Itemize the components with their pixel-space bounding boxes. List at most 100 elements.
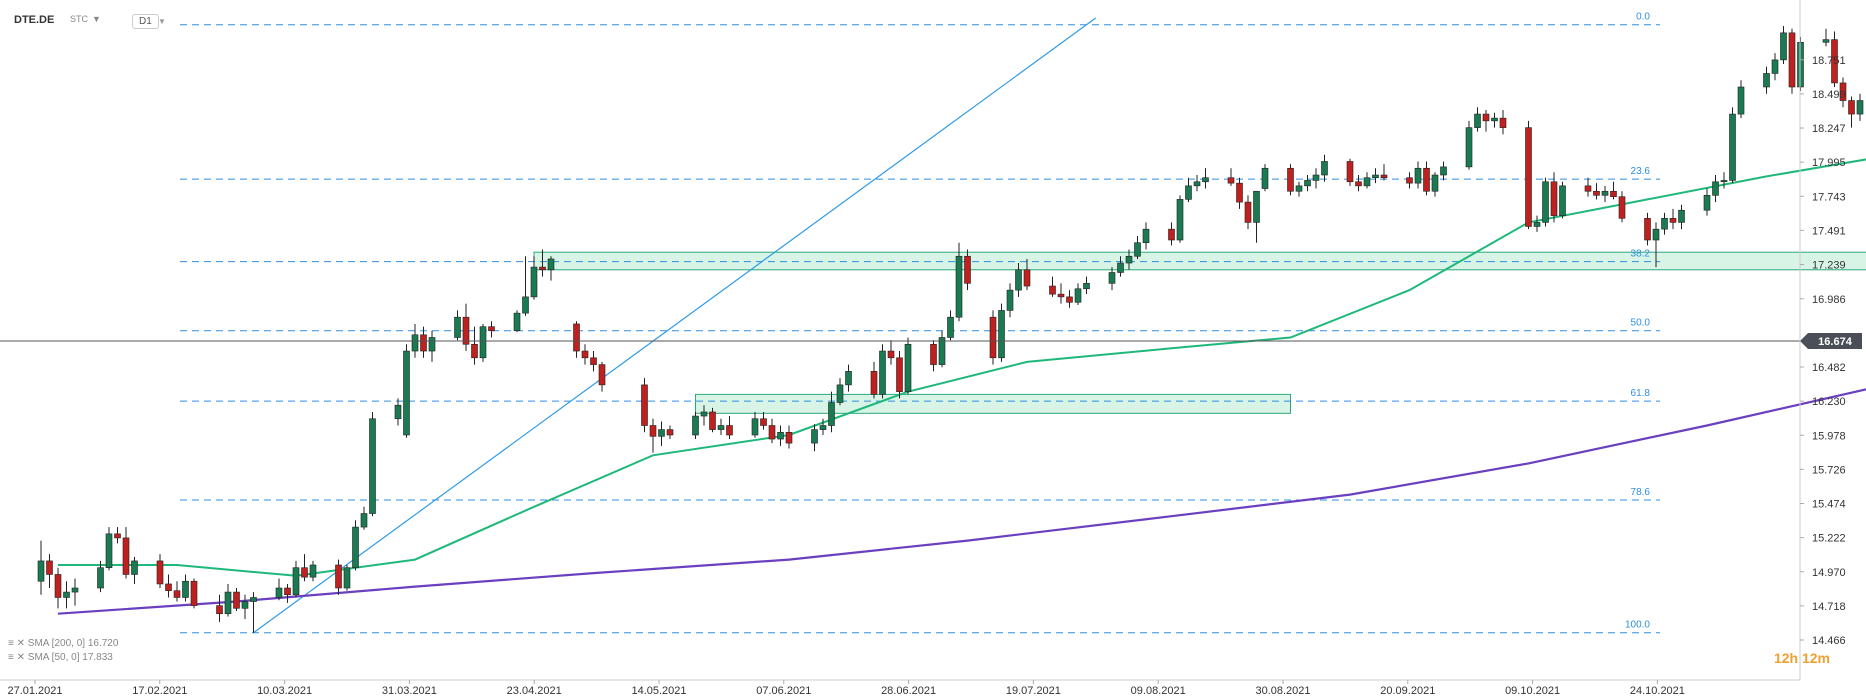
y-tick-label-10: 16.230: [1812, 396, 1846, 408]
candle-2021-08-12: [1729, 107, 1736, 184]
candle-body: [462, 316, 470, 345]
symbol-dropdown-icon[interactable]: ▼: [92, 14, 101, 24]
candle-body: [471, 343, 478, 359]
candle-body: [1542, 181, 1549, 223]
candle-2021-02-12: [190, 578, 198, 609]
candle-2021-04-15: [717, 418, 725, 435]
candle-2021-07-02: [1380, 164, 1388, 181]
candle-body: [369, 418, 376, 514]
candle-body: [233, 591, 240, 609]
candle-2021-06-21: [1287, 164, 1294, 196]
candle-2021-03-26: [547, 256, 555, 281]
candle-2021-05-14: [964, 249, 971, 291]
candle-body: [1712, 181, 1719, 196]
candle-body: [1584, 185, 1592, 192]
candle-body: [751, 418, 759, 436]
candle-body: [836, 384, 844, 403]
candle-body: [870, 371, 878, 395]
candle-2021-08-10: [1712, 175, 1719, 203]
candle-body: [692, 415, 699, 436]
candle-2021-07-01: [1372, 168, 1379, 184]
candle-body: [241, 601, 249, 609]
candle-body: [479, 326, 487, 359]
candle-2021-03-16: [462, 303, 470, 352]
sma200-line: [57, 388, 1866, 615]
x-tick-label-7: 28.06.2021: [881, 685, 936, 697]
candle-2021-02-26: [309, 560, 317, 582]
candle-2021-03-19: [488, 321, 495, 338]
candle-2021-05-05: [887, 340, 895, 365]
candle-body: [1006, 289, 1014, 311]
candle-timer: 12h 12m: [1773, 650, 1830, 666]
candle-body: [1015, 269, 1022, 291]
candle-2021-03-09: [403, 344, 410, 438]
candle-2021-07-23: [1559, 181, 1566, 219]
timeframe-select[interactable]: D1: [132, 14, 159, 29]
symbol-label[interactable]: DTE.DE: [14, 14, 55, 26]
candle-body: [1440, 166, 1447, 176]
candle-body: [1848, 100, 1855, 115]
candle-body: [777, 431, 784, 440]
x-tick-label-13: 24.10.2021: [1630, 685, 1685, 697]
candle-2021-02-19: [250, 592, 257, 633]
candle-body: [700, 411, 708, 417]
candle-2021-05-11: [938, 330, 946, 368]
candle-2021-04-30: [845, 364, 852, 392]
legend-sma200[interactable]: ≡ ✕ SMA [200, 0] 16.720: [8, 638, 118, 649]
candles-layer: [37, 26, 1864, 633]
candle-2021-06-09: [1185, 177, 1192, 203]
candle-2021-02-11: [182, 574, 189, 602]
candle-2021-06-04: [1142, 222, 1150, 250]
candle-2021-04-28: [828, 391, 835, 433]
x-tick-label-12: 09.10.2021: [1505, 685, 1560, 697]
candle-2021-07-07: [1423, 161, 1430, 196]
candle-2021-06-29: [1355, 175, 1362, 192]
candle-2021-06-03: [1134, 235, 1141, 259]
candle-body: [1831, 39, 1838, 84]
candle-2021-06-23: [1304, 175, 1311, 192]
fib-label-2: 38.2: [1631, 249, 1651, 260]
candle-2021-08-13: [1737, 80, 1745, 119]
candle-2021-03-22: [513, 310, 521, 333]
candle-body: [1261, 167, 1269, 189]
candle-2021-04-01: [598, 361, 606, 392]
candle-body: [71, 587, 79, 593]
candle-body: [1414, 167, 1422, 184]
candle-2021-04-12: [692, 411, 699, 440]
candle-2021-05-28: [1083, 276, 1090, 295]
sma-layer: [57, 158, 1866, 615]
candle-2021-04-09: [666, 425, 674, 440]
candle-2021-04-06: [641, 378, 648, 433]
candle-2021-02-05: [131, 556, 138, 584]
candle-body: [1236, 182, 1243, 203]
y-tick-label-2: 18.247: [1812, 123, 1846, 135]
current-price-label: 16.674: [1818, 336, 1853, 348]
candle-body: [1304, 180, 1311, 187]
y-tick-label-1: 18.499: [1812, 89, 1846, 101]
candle-2021-03-05: [369, 411, 376, 517]
candle-body: [1661, 218, 1668, 230]
candle-body: [1788, 32, 1796, 88]
x-tick-label-9: 09.08.2021: [1131, 685, 1186, 697]
timeframe-dropdown-icon[interactable]: ▼: [158, 17, 166, 26]
candle-body: [1491, 117, 1498, 122]
candle-body: [1023, 269, 1031, 287]
candle-body: [819, 425, 827, 430]
x-tick-label-8: 19.07.2021: [1006, 685, 1061, 697]
candle-2021-06-17: [1253, 190, 1260, 243]
candle-body: [904, 343, 912, 392]
candle-body: [1287, 167, 1294, 192]
candle-2021-03-17: [471, 326, 478, 365]
candle-2021-07-19: [1525, 120, 1532, 230]
legend-sma50[interactable]: ≡ ✕ SMA [50, 0] 17.833: [8, 652, 113, 663]
x-tick-label-4: 23.04.2021: [507, 685, 562, 697]
candle-2021-08-23: [1822, 28, 1830, 47]
candle-2021-02-18: [241, 594, 249, 620]
candle-2021-01-29: [71, 578, 79, 606]
candle-2021-07-05: [1406, 172, 1413, 189]
candle-body: [1465, 127, 1473, 168]
candle-2021-03-30: [581, 344, 589, 365]
y-tick-label-11: 15.978: [1812, 430, 1846, 442]
